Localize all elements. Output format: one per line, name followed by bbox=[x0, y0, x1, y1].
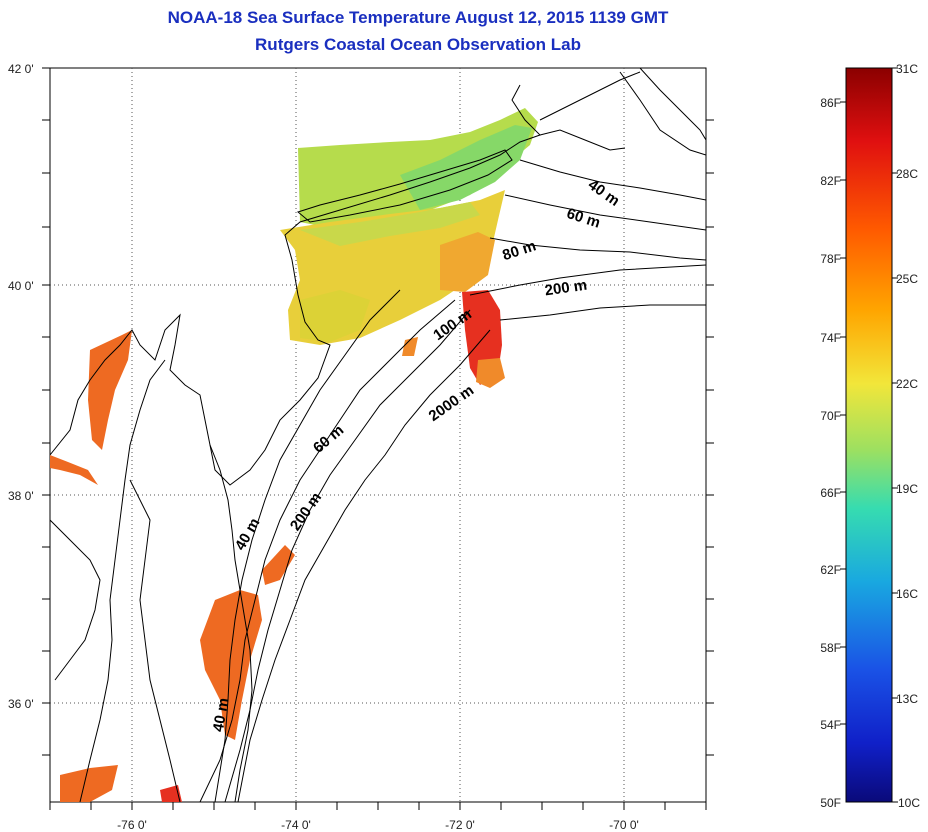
lat-label: 40 0' bbox=[8, 279, 34, 293]
colorbar-f-label: 70F bbox=[820, 409, 841, 423]
colorbar-c-labels: 31C 28C 25C 22C 19C 16C 13C 10C bbox=[896, 62, 920, 810]
colorbar-f-label: 62F bbox=[820, 563, 841, 577]
sst-chesapeake-west bbox=[50, 455, 98, 485]
cape-cod-outline bbox=[539, 71, 641, 121]
sst-bight-warm-edge bbox=[440, 232, 495, 292]
sst-warm-core-fringe bbox=[476, 358, 505, 388]
isobaths bbox=[199, 68, 706, 802]
sst-bight-north-edge bbox=[300, 202, 480, 246]
colorbar-c-label: 31C bbox=[896, 62, 918, 76]
tick-marks bbox=[42, 67, 714, 810]
isobath-80-north bbox=[489, 237, 706, 261]
lat-label: 42 0' bbox=[8, 62, 34, 76]
sst-chesapeake-north bbox=[88, 330, 132, 450]
isobath-40-north bbox=[519, 159, 706, 201]
lon-label: -72 0' bbox=[445, 818, 475, 832]
colorbar-f-label: 66F bbox=[820, 486, 841, 500]
colorbar-c-label: 13C bbox=[896, 692, 918, 706]
colorbar-c-label: 16C bbox=[896, 587, 918, 601]
colorbar-f-label: 86F bbox=[820, 96, 841, 110]
lon-label: -74 0' bbox=[281, 818, 311, 832]
isobath-80-south bbox=[199, 299, 456, 802]
sst-field bbox=[50, 108, 538, 802]
colorbar-c-label: 22C bbox=[896, 377, 918, 391]
isobath-label: 40 m bbox=[210, 697, 233, 734]
sst-pamlico bbox=[60, 765, 118, 802]
lat-label: 38 0' bbox=[8, 489, 34, 503]
coastline-main bbox=[50, 84, 541, 486]
chesapeake-shore bbox=[79, 359, 166, 802]
map-title: NOAA-18 Sea Surface Temperature August 1… bbox=[167, 8, 669, 27]
delmarva-shore bbox=[129, 479, 181, 802]
colorbar-f-label: 74F bbox=[820, 331, 841, 345]
colorbar-c-label: 28C bbox=[896, 167, 918, 181]
colorbar-ticks bbox=[840, 67, 898, 803]
sst-long-island-shelf bbox=[298, 108, 538, 228]
lat-label: 36 0' bbox=[8, 697, 34, 711]
isobath-2000-south bbox=[237, 329, 491, 802]
colorbar-f-label: 58F bbox=[820, 641, 841, 655]
colorbar-f-labels: 86F 82F 78F 74F 70F 66F 62F 58F 54F 50F bbox=[820, 96, 841, 810]
colorbar-f-label: 54F bbox=[820, 718, 841, 732]
islands-outline bbox=[539, 129, 626, 151]
coastline bbox=[50, 71, 641, 802]
isobath-200-south bbox=[224, 309, 471, 802]
isobath-georges-inner bbox=[619, 71, 706, 156]
colorbar-f-label: 50F bbox=[820, 796, 841, 810]
long-island bbox=[296, 149, 513, 223]
colorbar-c-label: 10C bbox=[898, 796, 920, 810]
sst-sound-cool-patch bbox=[400, 125, 532, 210]
colorbar-f-label: 78F bbox=[820, 252, 841, 266]
isobath-40-south bbox=[214, 289, 401, 802]
lon-label: -70 0' bbox=[609, 818, 639, 832]
sst-nc-patch bbox=[262, 545, 295, 585]
isobath-georges bbox=[639, 68, 706, 141]
colorbar-c-label: 19C bbox=[896, 482, 918, 496]
isobath-label: 200 m bbox=[544, 277, 588, 300]
lon-label: -76 0' bbox=[117, 818, 147, 832]
lon-labels: -76 0' -74 0' -72 0' -70 0' bbox=[117, 818, 639, 832]
inland-river bbox=[50, 519, 101, 681]
colorbar-f-label: 82F bbox=[820, 174, 841, 188]
sst-small-patch bbox=[402, 337, 418, 356]
map-subtitle: Rutgers Coastal Ocean Observation Lab bbox=[255, 35, 581, 54]
sst-nj-coast bbox=[300, 290, 370, 342]
outer-coast bbox=[209, 444, 253, 802]
isobath-60-north bbox=[504, 194, 706, 231]
lat-labels: 42 0' 40 0' 38 0' 36 0' bbox=[8, 62, 34, 711]
isobath-2000-north bbox=[499, 304, 706, 321]
colorbar bbox=[845, 67, 893, 803]
isobath-200-north bbox=[469, 264, 706, 296]
colorbar-c-label: 25C bbox=[896, 272, 918, 286]
